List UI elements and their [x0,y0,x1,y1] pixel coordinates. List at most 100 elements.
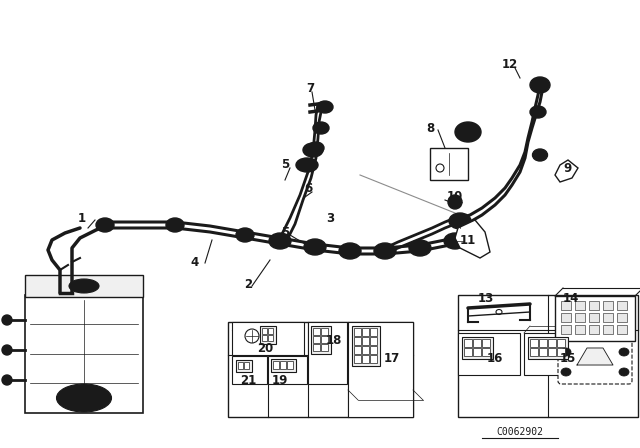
Bar [617,325,627,334]
Ellipse shape [236,228,254,242]
Ellipse shape [166,218,184,232]
Bar [370,337,377,345]
Text: 12: 12 [502,59,518,72]
Bar [370,346,377,354]
Bar [430,148,468,180]
Ellipse shape [317,101,333,113]
Bar [575,313,585,322]
Bar [321,328,328,335]
Ellipse shape [561,348,571,356]
Bar [313,336,320,343]
Bar [370,328,377,336]
Text: 13: 13 [478,292,494,305]
Bar [25,295,143,413]
Text: 18: 18 [326,333,342,346]
Bar [482,339,490,347]
Bar [25,275,143,297]
Bar [362,328,369,336]
Bar [524,333,596,375]
Bar [603,325,613,334]
Ellipse shape [444,233,466,249]
Text: 11: 11 [460,233,476,246]
Bar [321,336,328,343]
Bar [354,346,361,354]
Ellipse shape [96,218,114,232]
Bar [575,325,585,334]
Bar [238,362,243,369]
Ellipse shape [619,348,629,356]
Bar [308,322,347,384]
Ellipse shape [303,143,323,157]
Text: 5: 5 [281,159,289,172]
Text: 20: 20 [257,341,273,354]
Bar [354,337,361,345]
Ellipse shape [339,243,361,259]
Text: 7: 7 [306,82,314,95]
Bar [528,337,568,359]
Ellipse shape [619,368,629,376]
Bar [458,295,638,417]
Ellipse shape [56,384,111,412]
Polygon shape [555,160,578,182]
Text: 21: 21 [240,374,256,387]
Ellipse shape [69,279,99,293]
Bar [362,346,369,354]
Bar [313,328,320,335]
Text: 15: 15 [560,352,576,365]
Polygon shape [577,348,613,365]
Bar [548,348,556,356]
Bar [232,356,267,384]
Ellipse shape [530,77,550,93]
Text: 16: 16 [487,352,503,365]
Bar [603,313,613,322]
Bar [236,360,252,372]
Bar [557,339,565,347]
Bar [561,325,571,334]
Bar [268,335,273,341]
Bar [539,339,547,347]
Bar [464,339,472,347]
Bar [244,362,249,369]
Polygon shape [455,220,490,258]
Text: 9: 9 [564,161,572,175]
Bar [262,335,267,341]
Bar [530,339,538,347]
Ellipse shape [374,243,396,259]
Bar [228,322,413,417]
Ellipse shape [532,149,547,161]
Bar [539,348,547,356]
Ellipse shape [530,106,546,118]
Bar [268,328,273,334]
Text: 8: 8 [426,121,434,134]
Ellipse shape [409,240,431,256]
Bar [362,337,369,345]
Ellipse shape [449,213,471,229]
Ellipse shape [2,375,12,385]
Bar [589,313,599,322]
Bar [271,359,296,372]
Text: 2: 2 [244,279,252,292]
FancyBboxPatch shape [558,336,632,384]
Ellipse shape [561,368,571,376]
Bar [321,344,328,351]
Bar [473,339,481,347]
Ellipse shape [2,315,12,325]
Bar [589,301,599,310]
Bar [232,322,304,355]
Bar [561,313,571,322]
Bar [262,328,267,334]
Bar [617,301,627,310]
Text: C0062902: C0062902 [497,427,543,437]
Bar [458,333,520,375]
Ellipse shape [313,122,329,134]
Bar [354,355,361,363]
Text: 17: 17 [384,352,400,365]
Bar [473,348,481,356]
Text: 5: 5 [281,225,289,238]
Ellipse shape [304,239,326,255]
Bar [561,301,571,310]
Ellipse shape [269,233,291,249]
Bar [603,301,613,310]
Bar [575,301,585,310]
Bar [362,355,369,363]
